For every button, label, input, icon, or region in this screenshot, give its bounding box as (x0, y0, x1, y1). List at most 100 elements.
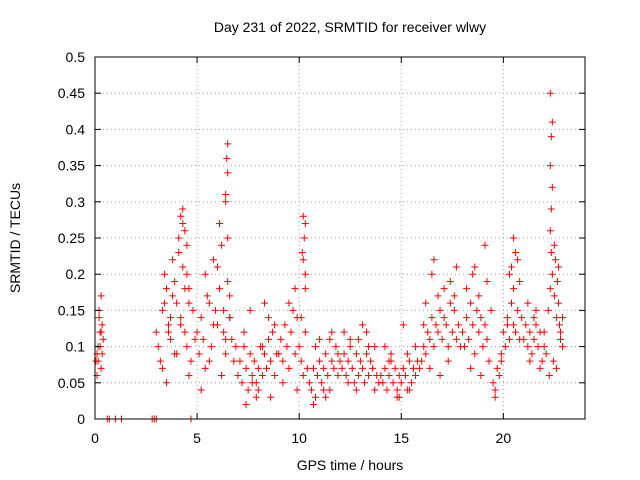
data-point (389, 379, 397, 387)
data-point (299, 372, 307, 380)
data-point (269, 328, 277, 336)
data-point (528, 350, 536, 358)
data-point (358, 364, 366, 372)
data-point (222, 335, 230, 343)
data-point (277, 335, 285, 343)
data-point (322, 350, 330, 358)
data-point (218, 372, 226, 380)
x-tick-label: 10 (291, 430, 307, 446)
data-point (226, 314, 234, 322)
data-point (434, 292, 442, 300)
data-point (354, 372, 362, 380)
data-point (162, 285, 170, 293)
data-point (260, 350, 268, 358)
data-point (505, 270, 513, 278)
data-point (546, 285, 554, 293)
data-point (553, 277, 561, 285)
data-point (424, 328, 432, 336)
data-point (222, 191, 230, 199)
data-point (489, 379, 497, 387)
data-point (436, 306, 444, 314)
data-point (216, 285, 224, 293)
data-point (211, 306, 219, 314)
data-point (285, 364, 293, 372)
data-point (465, 335, 473, 343)
data-point (346, 343, 354, 351)
data-point (181, 328, 189, 336)
data-point (471, 350, 479, 358)
data-point (369, 364, 377, 372)
y-tick-label: 0.05 (58, 375, 85, 391)
data-point (454, 321, 462, 329)
data-point (283, 343, 291, 351)
data-point (514, 256, 522, 264)
data-point (436, 372, 444, 380)
data-point (452, 263, 460, 271)
data-point (246, 350, 254, 358)
y-tick-label: 0.35 (58, 158, 85, 174)
data-point (346, 335, 354, 343)
data-point (365, 343, 373, 351)
data-point (216, 220, 224, 228)
scatter-points (92, 89, 567, 423)
data-point (440, 285, 448, 293)
data-point (505, 335, 513, 343)
y-tick-label: 0.45 (58, 85, 85, 101)
data-point (265, 335, 273, 343)
data-point (179, 220, 187, 228)
data-point (448, 328, 456, 336)
data-point (218, 241, 226, 249)
data-point (99, 335, 107, 343)
data-point (550, 241, 558, 249)
data-point (165, 321, 172, 329)
data-point (224, 234, 232, 242)
data-point (289, 306, 297, 314)
y-tick-label: 0.15 (58, 302, 85, 318)
x-tick-label: 15 (393, 430, 409, 446)
data-point (312, 393, 319, 401)
data-point (428, 270, 436, 278)
data-point (399, 321, 407, 329)
data-point (422, 350, 430, 358)
data-point (181, 227, 189, 235)
data-point (301, 285, 309, 293)
data-point (379, 379, 387, 387)
data-point (177, 321, 185, 329)
data-point (381, 364, 389, 372)
data-point (169, 292, 177, 300)
data-point (160, 299, 168, 307)
data-point (412, 372, 420, 380)
data-point (552, 314, 560, 322)
data-point (371, 343, 379, 351)
data-point (309, 401, 317, 409)
data-point (203, 292, 211, 300)
data-point (344, 379, 352, 387)
data-point (551, 256, 559, 264)
data-point (179, 205, 187, 213)
data-point (416, 364, 424, 372)
data-point (299, 256, 307, 264)
data-point (301, 270, 309, 278)
data-point (207, 343, 215, 351)
data-point (307, 386, 315, 394)
data-point (501, 343, 509, 351)
data-point (548, 118, 556, 126)
data-point (405, 386, 413, 394)
data-point (477, 372, 485, 380)
data-point (316, 335, 324, 343)
data-point (199, 335, 207, 343)
data-point (385, 372, 393, 380)
data-point (550, 292, 558, 300)
data-point (420, 321, 428, 329)
data-point (342, 372, 350, 380)
data-point (271, 321, 279, 329)
data-point (254, 364, 262, 372)
data-point (267, 357, 275, 365)
data-point (340, 350, 348, 358)
data-point (167, 314, 175, 322)
data-point (169, 256, 177, 264)
data-point (220, 328, 228, 336)
data-point (279, 379, 287, 387)
data-point (344, 357, 352, 365)
data-point (336, 357, 344, 365)
